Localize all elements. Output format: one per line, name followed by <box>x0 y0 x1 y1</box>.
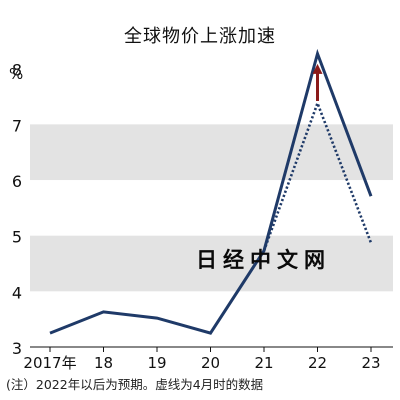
watermark: 日经中文网 <box>196 248 331 272</box>
chart-note: (注）2022年以后为预期。虚线为4月时的数据 <box>6 377 264 392</box>
x-tick-label: 2017年 <box>23 354 76 372</box>
x-tick-label: 23 <box>361 354 380 372</box>
x-axis: 2017年 18 19 20 21 22 23 <box>23 346 393 372</box>
chart-title: 全球物价上涨加速 <box>124 26 276 47</box>
y-tick-label: 6 <box>12 172 22 191</box>
x-tick-label: 18 <box>94 354 113 372</box>
shaded-bands <box>30 124 393 292</box>
y-axis-label: % <box>9 65 23 83</box>
shaded-band-1 <box>30 124 393 181</box>
revision-arrow <box>312 63 323 101</box>
y-tick-label: 4 <box>12 283 22 302</box>
solid-series-line <box>49 48 373 335</box>
y-tick-label: 8 <box>12 61 22 80</box>
y-axis-ticks: 3 4 5 6 7 8 <box>12 61 22 358</box>
x-tick-label: 19 <box>147 354 166 372</box>
x-tick-label: 21 <box>254 354 273 372</box>
series-lines <box>49 48 373 335</box>
x-tick-label: 20 <box>201 354 220 372</box>
y-tick-label: 7 <box>12 116 22 135</box>
shaded-band-0 <box>30 235 393 292</box>
x-tick-label: 22 <box>308 354 327 372</box>
arrow-head <box>312 63 323 74</box>
y-tick-label: 5 <box>12 228 22 247</box>
dotted-series-line <box>262 99 373 252</box>
y-tick-label: 3 <box>12 339 22 358</box>
